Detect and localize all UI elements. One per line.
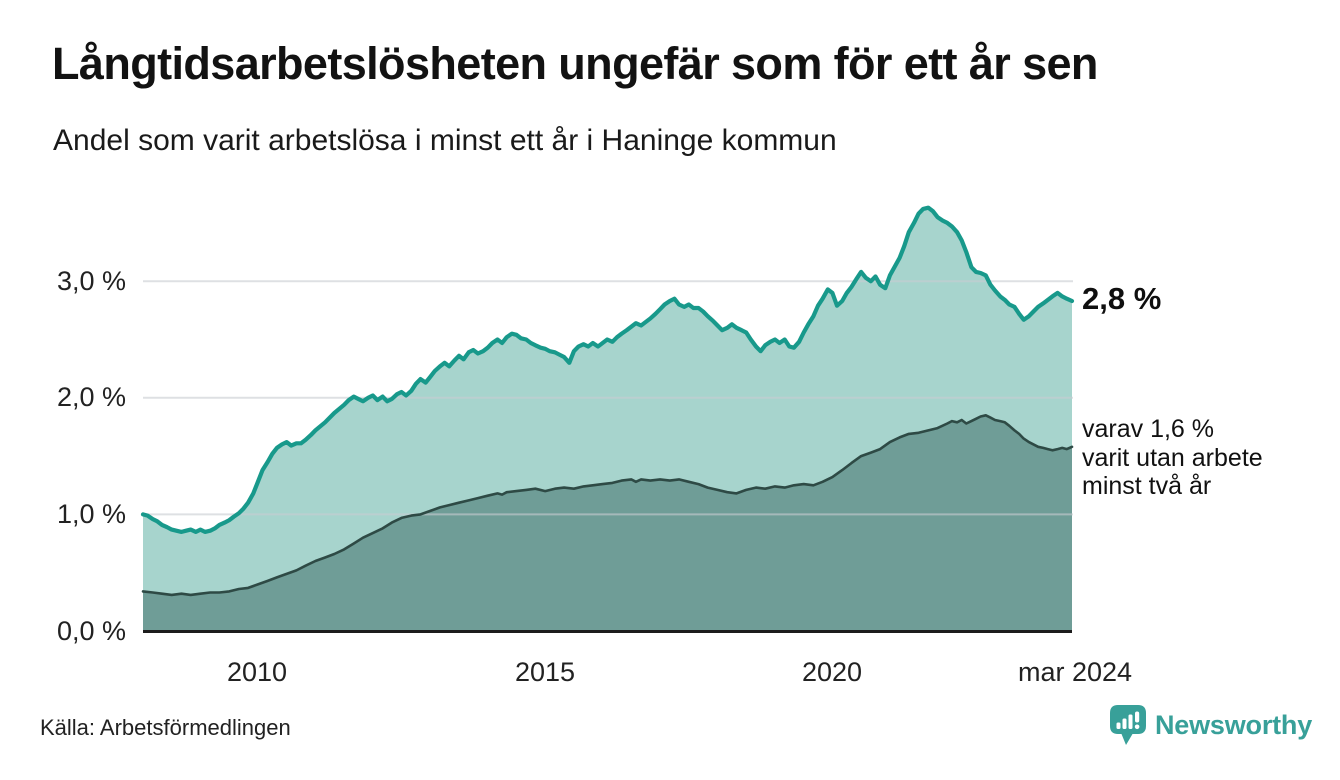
secondary-annotation-line1: varav 1,6 %: [1082, 415, 1215, 443]
gridlines: [143, 280, 1073, 516]
x-axis-label-2020: 2020: [801, 657, 863, 687]
newsworthy-chart-bubble-icon: [1110, 705, 1146, 745]
newsworthy-logo: Newsworthy: [1110, 705, 1312, 746]
secondary-annotation-line2: varit utan arbete: [1082, 443, 1263, 472]
page-subtitle: Andel som varit arbetslösa i minst ett å…: [53, 124, 837, 157]
latest-value-label: 2,8 %: [1082, 281, 1162, 317]
x-axis-label-2010: 2010: [226, 657, 288, 687]
y-axis-label-0: 0,0 %: [56, 616, 126, 646]
y-axis-label-2: 2,0 %: [56, 382, 126, 412]
x-axis-label-2015: 2015: [514, 657, 576, 687]
source-note: Källa: Arbetsförmedlingen: [40, 715, 291, 740]
newsworthy-logo-text: Newsworthy: [1155, 710, 1313, 740]
x-axis-label-mar-2024: mar 2024: [1017, 657, 1133, 687]
y-axis-label-1: 1,0 %: [56, 499, 126, 529]
secondary-annotation-line3: minst två år: [1082, 472, 1212, 500]
page-title: Långtidsarbetslösheten ungefär som för e…: [52, 38, 1098, 89]
line-unemployed-1yr: [140, 205, 1075, 534]
y-axis-label-3: 3,0 %: [56, 266, 126, 296]
line-unemployed-2yr: [141, 414, 1074, 597]
secondary-annotation: varav 1,6 % varit utan arbete minst två …: [1082, 415, 1263, 501]
area-unemployed-2yr: [143, 415, 1072, 631]
